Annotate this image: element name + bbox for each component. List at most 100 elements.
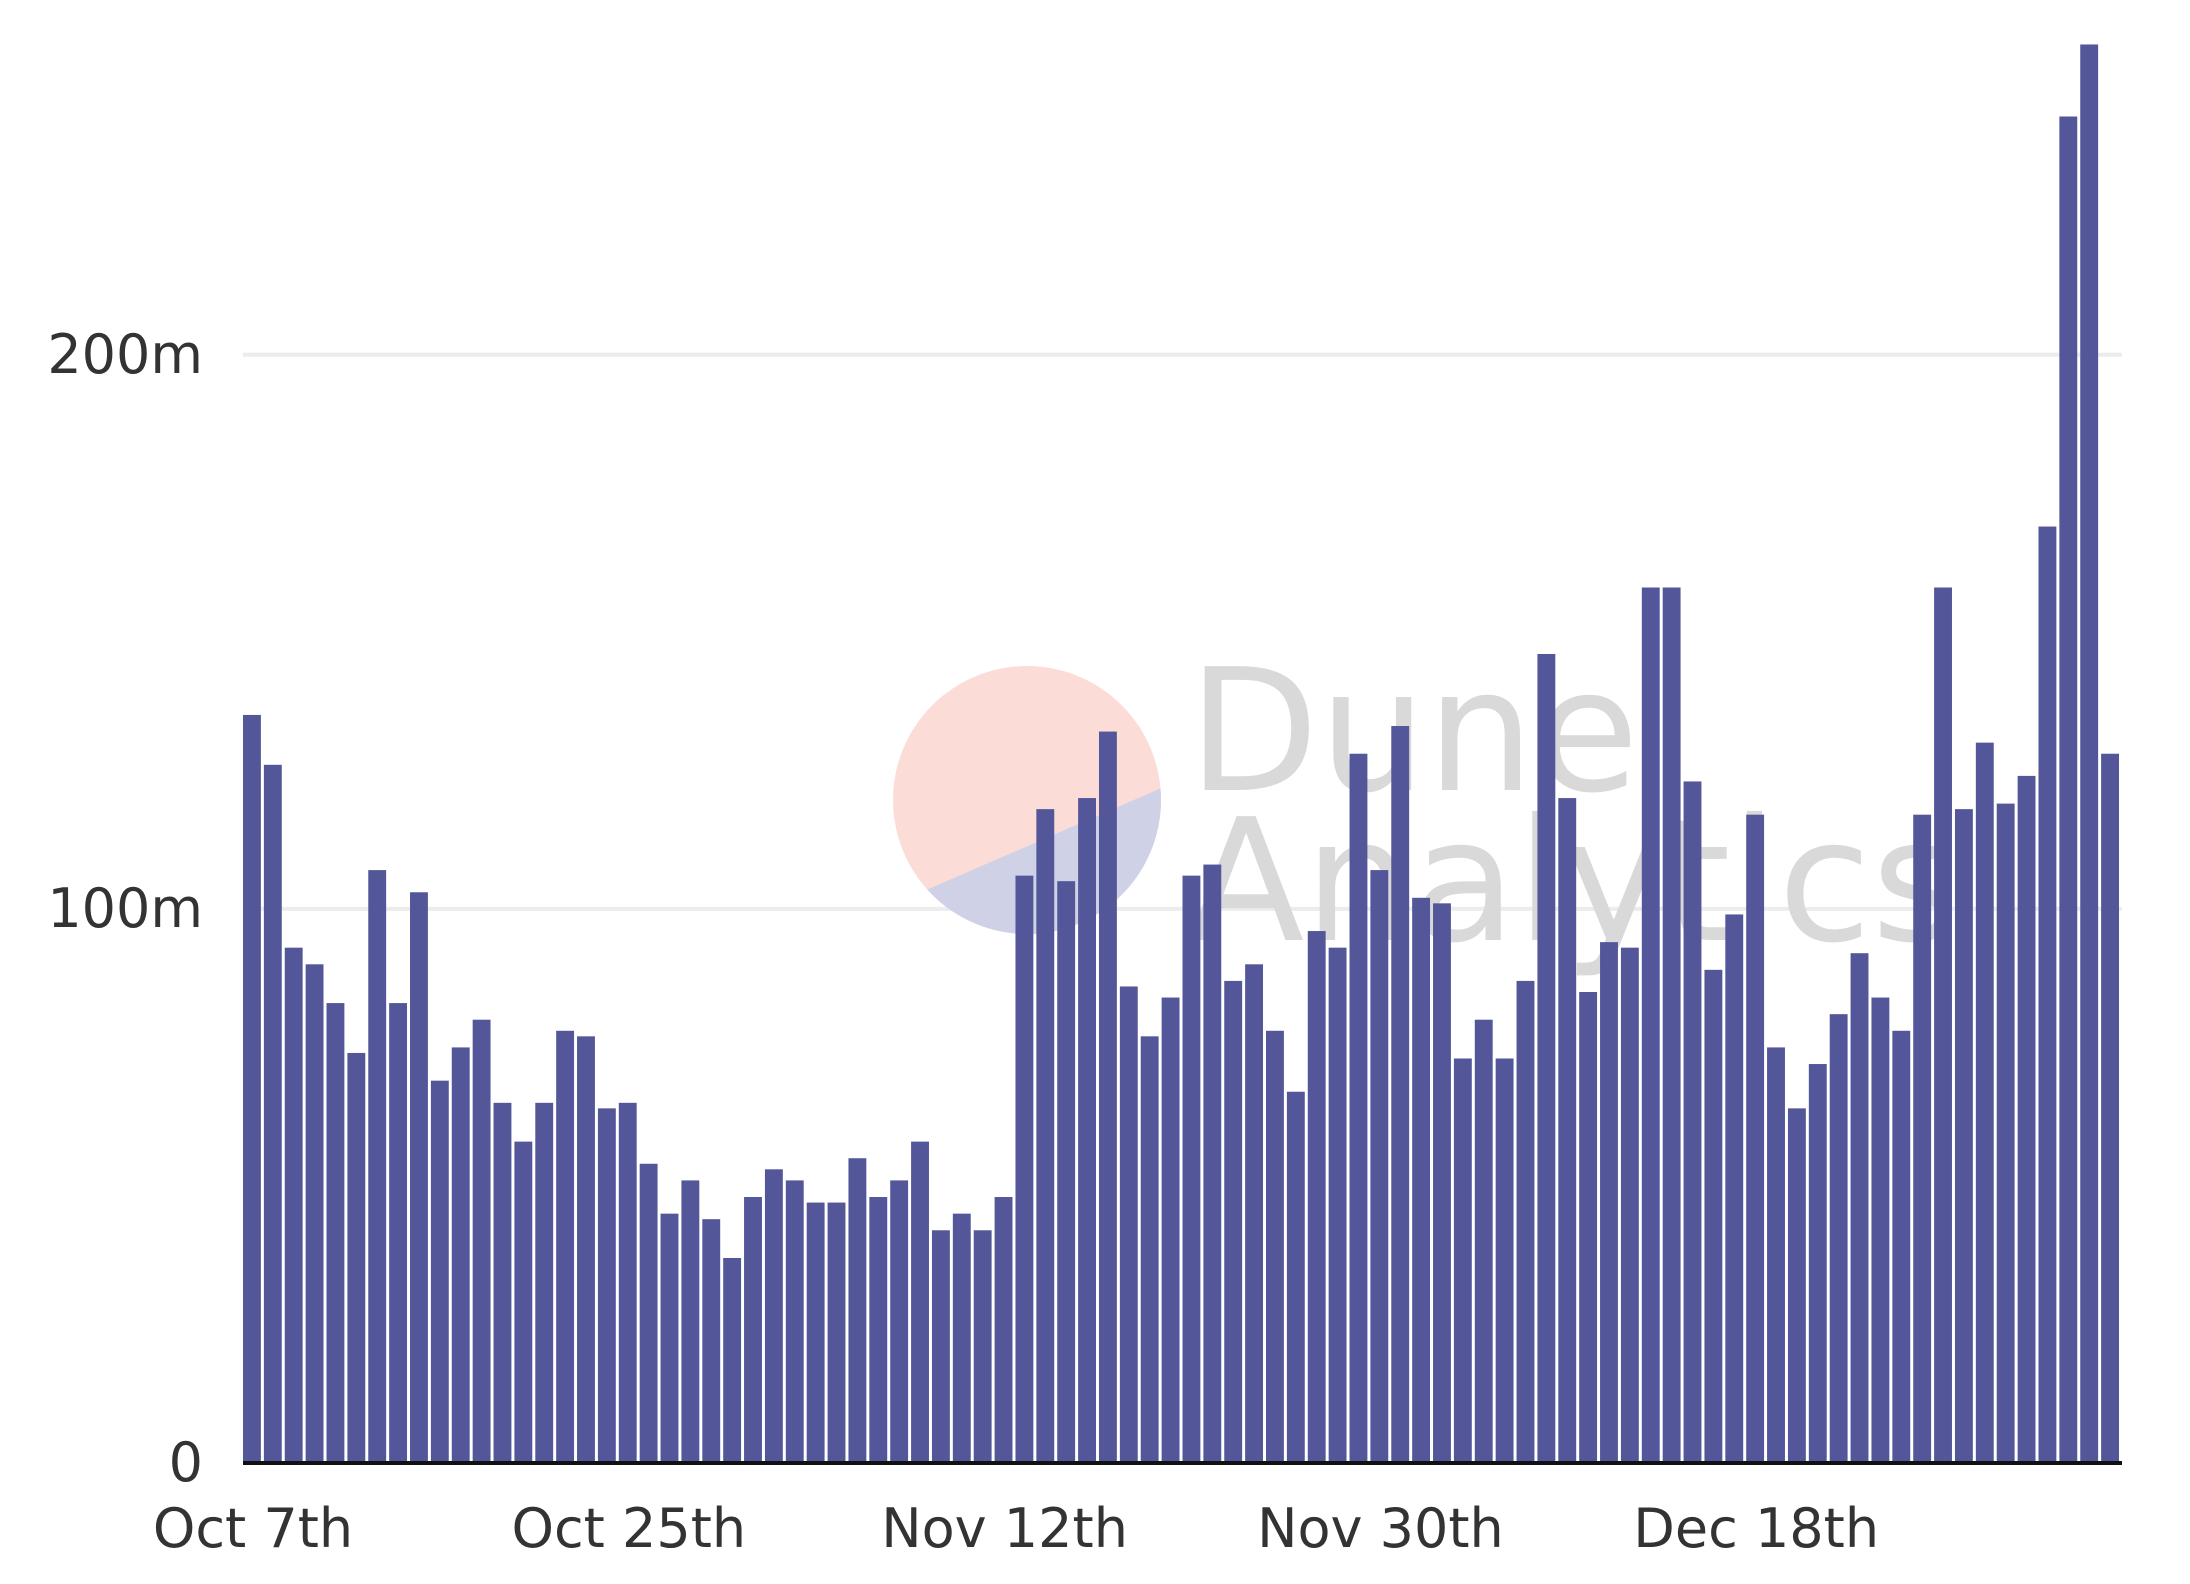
bar [785, 1180, 804, 1463]
bar [1140, 1036, 1159, 1463]
bar [1558, 798, 1577, 1463]
bar [2038, 526, 2057, 1463]
bar [1224, 980, 1243, 1463]
bar [1829, 1014, 1848, 1463]
bar [305, 964, 324, 1463]
bar [1683, 781, 1702, 1463]
bar [1307, 931, 1326, 1463]
bar [827, 1202, 846, 1463]
bar [1412, 897, 1431, 1463]
bar [1161, 997, 1180, 1463]
bar [806, 1202, 825, 1463]
x-tick-label: Nov 30th [1257, 1497, 1504, 1560]
bar [1391, 726, 1410, 1463]
x-tick-label: Oct 7th [153, 1497, 353, 1560]
bar [702, 1219, 721, 1463]
bar [1015, 875, 1034, 1463]
bar [1850, 953, 1869, 1463]
bar [1787, 1108, 1806, 1463]
bar [1057, 881, 1076, 1463]
bar [597, 1108, 616, 1463]
bar [577, 1036, 595, 1463]
bar [1286, 1091, 1305, 1463]
bar [723, 1257, 742, 1463]
bar [263, 764, 282, 1463]
bar [1913, 814, 1932, 1463]
bar-series [243, 44, 2119, 1463]
bar [1704, 969, 1723, 1463]
bar [1328, 947, 1347, 1463]
bar [744, 1197, 762, 1463]
watermark-line-1: Dune [1188, 633, 1639, 831]
bar [1495, 1058, 1514, 1463]
x-tick-label: Nov 12th [881, 1497, 1128, 1560]
bar [1767, 1047, 1785, 1463]
bar [2080, 44, 2099, 1463]
bar [1537, 653, 1556, 1463]
bar [952, 1213, 971, 1463]
bar [430, 1080, 449, 1463]
bar [1266, 1030, 1284, 1463]
bar [451, 1047, 470, 1463]
x-tick-label: Dec 18th [1633, 1497, 1879, 1560]
bar [1203, 864, 1222, 1463]
bar [1892, 1030, 1911, 1463]
bar [535, 1102, 554, 1463]
bar [1579, 992, 1598, 1463]
bar [1871, 997, 1890, 1463]
bar [2101, 753, 2119, 1463]
bar [1600, 942, 1618, 1463]
x-tick-labels: Oct 7th Oct 25th Nov 12th Nov 30th Dec 18th [153, 1497, 1879, 1560]
bar [1349, 753, 1368, 1463]
bar [514, 1141, 533, 1463]
bar [368, 870, 387, 1463]
bar [1996, 803, 2015, 1463]
bar [1182, 875, 1201, 1463]
bar [1433, 903, 1451, 1463]
bar [660, 1213, 679, 1463]
bar [1370, 870, 1389, 1463]
bar [931, 1230, 950, 1463]
bar [639, 1163, 658, 1463]
bar [848, 1158, 867, 1463]
bar [1954, 809, 1973, 1463]
y-tick-labels: 0 100m 200m [47, 323, 203, 1494]
y-tick-label: 200m [47, 323, 203, 386]
bar [973, 1230, 992, 1463]
bar [869, 1197, 888, 1463]
bar [1934, 587, 1952, 1463]
bar [1641, 587, 1660, 1463]
bar [1725, 914, 1744, 1463]
bar [1808, 1064, 1827, 1463]
bar [1036, 809, 1055, 1463]
bar [472, 1019, 491, 1463]
bar [243, 714, 261, 1463]
bar [1245, 964, 1264, 1463]
bar [911, 1141, 929, 1463]
bar [681, 1180, 700, 1463]
bar [284, 947, 303, 1463]
bar [1119, 986, 1138, 1463]
bar [994, 1197, 1013, 1463]
bar [347, 1052, 366, 1463]
bar [1098, 731, 1117, 1463]
y-tick-label: 100m [47, 877, 203, 940]
y-tick-label: 0 [169, 1431, 203, 1494]
bar [1474, 1019, 1493, 1463]
bar [618, 1102, 637, 1463]
bar [1078, 798, 1096, 1463]
bar [2017, 775, 2036, 1463]
bar [890, 1180, 909, 1463]
bar [410, 892, 428, 1463]
bar [1516, 980, 1535, 1463]
bar [764, 1169, 783, 1463]
x-tick-label: Oct 25th [511, 1497, 746, 1560]
bar [1662, 587, 1681, 1463]
bar [389, 1003, 408, 1463]
bar [1453, 1058, 1472, 1463]
bar [2059, 116, 2078, 1463]
bar [1620, 947, 1639, 1463]
bar [556, 1030, 575, 1463]
bar [493, 1102, 512, 1463]
